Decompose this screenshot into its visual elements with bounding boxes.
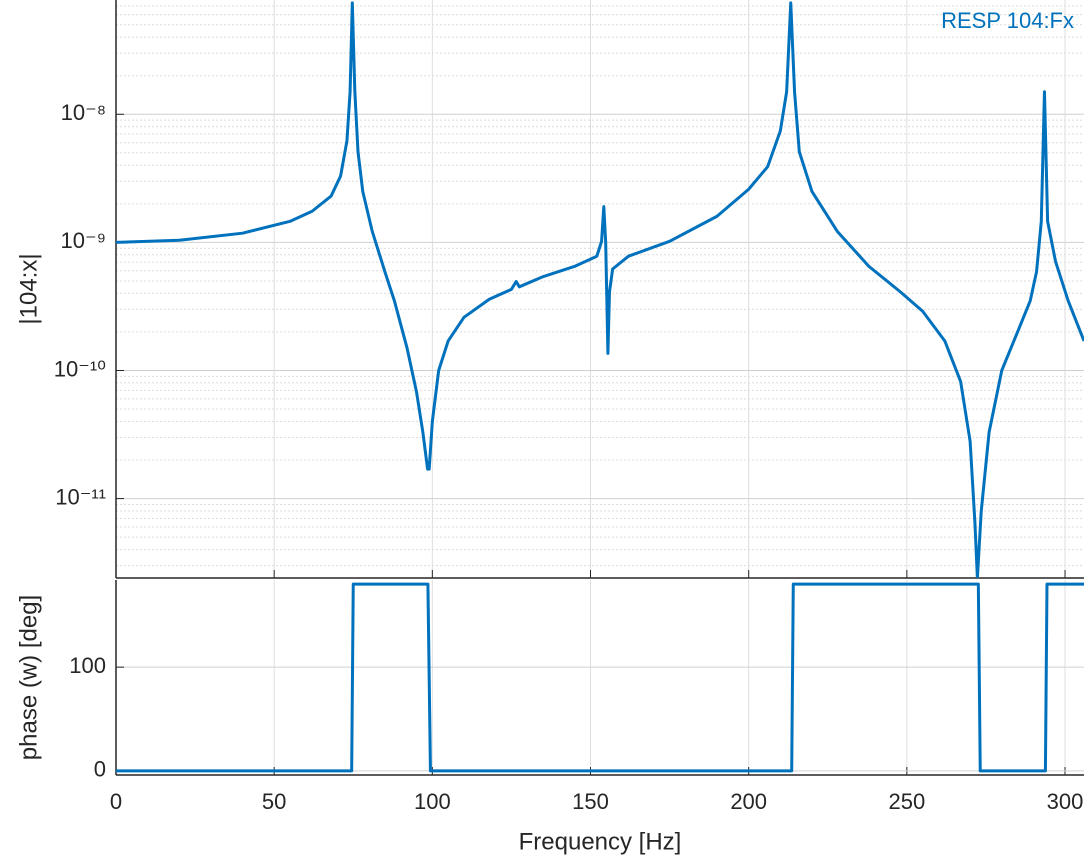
x-tick-label: 250	[888, 789, 925, 814]
y-tick-label: 10⁻⁹	[60, 228, 106, 253]
x-tick-label: 300	[1047, 789, 1084, 814]
y-tick-label: 100	[69, 653, 106, 678]
data-line	[116, 582, 1084, 773]
x-tick-label: 100	[414, 789, 451, 814]
x-tick-label: 0	[110, 789, 122, 814]
x-tick-label: 50	[262, 789, 286, 814]
x-tick-label: 150	[572, 789, 609, 814]
y-tick-label: 10⁻¹⁰	[54, 356, 106, 381]
y-tick-label: 10⁻¹¹	[55, 484, 106, 509]
y-tick-label: 10⁻⁸	[61, 100, 106, 125]
x-axis-title: Frequency [Hz]	[519, 828, 682, 855]
x-tick-label: 200	[730, 789, 767, 814]
y-tick-label: 0	[94, 757, 106, 782]
y-axis-title: |104:x|	[15, 253, 42, 324]
y-axis-title: phase (w) [deg]	[15, 595, 42, 760]
legend-label: RESP 104:Fx	[941, 8, 1074, 33]
data-line	[116, 1, 1084, 578]
